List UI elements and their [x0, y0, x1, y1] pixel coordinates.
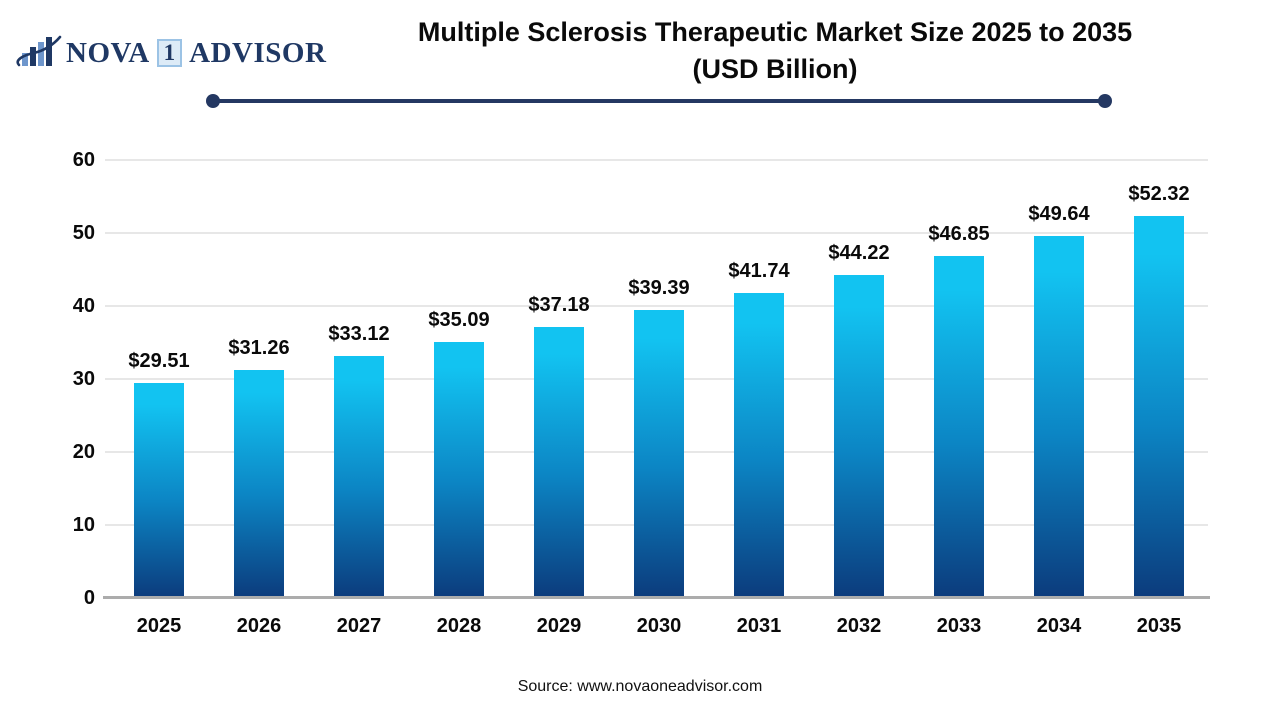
bar	[634, 310, 684, 598]
bar	[734, 293, 784, 598]
bar-value-label: $52.32	[1128, 183, 1190, 206]
bar	[534, 326, 584, 598]
y-axis-tick-label: 20	[72, 441, 95, 463]
x-axis-tick-label: 2033	[936, 615, 982, 637]
underline-right-dot	[1098, 94, 1112, 108]
bar-value-label: $33.12	[328, 323, 390, 346]
y-axis-tick-label: 10	[72, 514, 95, 536]
bar-value-label: $35.09	[428, 308, 490, 331]
x-axis-tick-label: 2034	[1036, 615, 1082, 637]
bar	[434, 341, 484, 598]
bar	[934, 255, 984, 598]
bar-value-label: $37.18	[528, 293, 590, 316]
gridline	[105, 305, 1208, 307]
x-axis-line	[103, 596, 1210, 599]
bar	[1134, 216, 1184, 598]
x-axis-tick-label: 2025	[136, 615, 182, 637]
bar	[1034, 235, 1084, 598]
gridline	[105, 232, 1208, 234]
source-text: Source: www.novaoneadvisor.com	[517, 678, 763, 695]
underline-left-dot	[206, 94, 220, 108]
x-axis-tick-label: 2027	[336, 615, 382, 637]
bar-value-label: $41.74	[728, 260, 790, 283]
bar-value-label: $39.39	[628, 277, 690, 300]
brand-name-nova: NOVA	[66, 36, 150, 69]
bar	[234, 369, 284, 598]
brand-name-advisor: ADVISOR	[189, 36, 327, 69]
chart-title-line2: (USD Billion)	[692, 54, 858, 84]
bar	[834, 275, 884, 598]
bar-value-label: $44.22	[828, 242, 890, 265]
y-axis-tick-label: 50	[72, 222, 95, 244]
brand-name-one-badge: 1	[156, 39, 183, 67]
x-axis-tick-label: 2031	[736, 615, 782, 637]
chart-title: Multiple Sclerosis Therapeutic Market Si…	[280, 14, 1270, 88]
bar	[334, 356, 384, 598]
bar-value-label: $46.85	[928, 222, 990, 245]
y-axis-tick-label: 0	[83, 587, 95, 609]
x-axis-tick-label: 2032	[836, 615, 882, 637]
gridline	[105, 159, 1208, 161]
title-underline	[206, 94, 1112, 108]
x-axis-tick-label: 2026	[236, 615, 282, 637]
x-axis-tick-label: 2028	[436, 615, 482, 637]
x-axis-tick-label: 2029	[536, 615, 582, 637]
logo-bars-icon	[16, 35, 62, 67]
y-axis-tick-label: 40	[72, 295, 95, 317]
x-axis-tick-label: 2035	[1136, 615, 1182, 637]
chart-title-line1: Multiple Sclerosis Therapeutic Market Si…	[417, 17, 1133, 47]
x-axis-tick-label: 2030	[636, 615, 682, 637]
bar-value-label: $31.26	[228, 336, 290, 359]
bar	[134, 382, 184, 598]
brand-logo: NOVA 1 ADVISOR	[16, 34, 326, 72]
y-axis-tick-label: 60	[72, 149, 95, 171]
bar-value-label: $29.51	[128, 349, 190, 372]
bar-value-label: $49.64	[1028, 202, 1090, 225]
y-axis-tick-label: 30	[72, 368, 95, 390]
